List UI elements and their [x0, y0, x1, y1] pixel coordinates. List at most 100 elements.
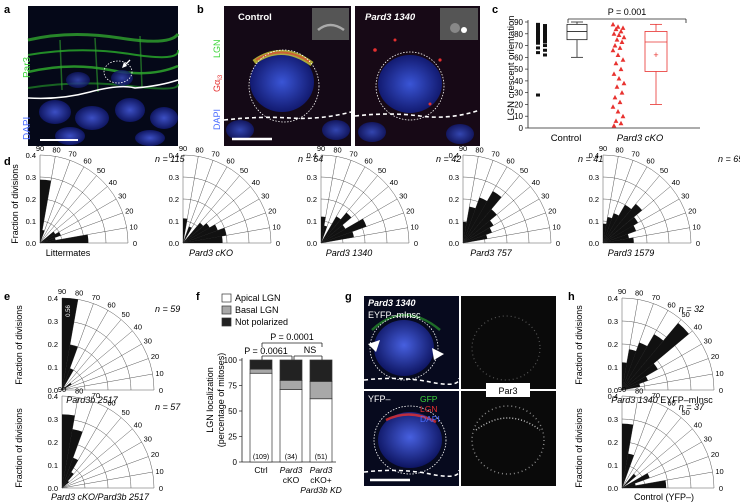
rose-angle: 80 [52, 145, 60, 154]
rose-rtick: 0.3 [307, 173, 317, 182]
rose-wedge [622, 473, 637, 488]
rose-angle: 70 [92, 391, 100, 400]
control-point [536, 93, 540, 97]
rose-rtick: 0.4 [169, 151, 179, 160]
rose-wedge [62, 368, 74, 390]
cko-point [616, 76, 622, 81]
panel-f-ptop: P = 0.0001 [270, 332, 314, 342]
y-tick-label: 60 [514, 53, 523, 62]
micrograph-g [363, 296, 556, 486]
control-point [543, 35, 547, 39]
y-tick-label: 30 [514, 89, 523, 98]
y-tick-label: 100 [224, 356, 238, 365]
rose-n-label: n = 65 [718, 154, 740, 164]
rose-rtick: 0.1 [169, 217, 179, 226]
panel-f-legend-np: Not polarized [235, 317, 288, 327]
rose-wedge [463, 191, 502, 243]
rose-spoke [182, 156, 199, 244]
rose-spoke [621, 428, 693, 489]
y-tick-label: 10 [514, 112, 523, 121]
rose-angle: 50 [121, 310, 129, 319]
panel-f-legend-apical: Apical LGN [235, 293, 281, 303]
rose-ring [462, 154, 552, 244]
rose-caption: Pard3b 2517 [66, 395, 119, 405]
panel-b-channel-labels: LGN Gαi3 DAPI [212, 39, 224, 130]
micrograph-b-control [223, 6, 352, 146]
rose-caption: Littermates [46, 248, 91, 258]
rose-angle: 90 [58, 385, 66, 394]
y-tick-label: 50 [228, 407, 237, 416]
rose-wedge [40, 179, 52, 243]
rose-angle: 70 [491, 150, 499, 159]
rose-wedge [183, 222, 204, 243]
rose-rtick: 0.4 [307, 151, 317, 160]
panel-h-ylabel-1: Fraction of divisions [574, 305, 584, 385]
rose-wedge [62, 472, 74, 488]
panel-f-ns: NS [304, 345, 317, 355]
rose-spoke [621, 401, 654, 489]
rose-angle: 30 [261, 192, 269, 201]
rose-overflow-value: 0.56 [66, 305, 72, 317]
rose-rtick: 0.4 [608, 392, 618, 401]
panel-b-control-title: Control [238, 12, 272, 23]
rose-angle: 40 [252, 178, 260, 187]
y-tick-label: 25 [228, 433, 237, 442]
rose-rtick: 0.3 [449, 173, 459, 182]
panel-letter-g: g [345, 291, 352, 303]
rose-wedge [622, 483, 636, 488]
y-tick-label: 80 [514, 30, 523, 39]
bar-apical [279, 389, 303, 463]
rose-wedge [603, 203, 643, 243]
rose-spoke [61, 417, 122, 489]
rose-wedge [40, 237, 56, 243]
panel-h-ylabel-2: Fraction of divisions [574, 408, 584, 488]
rose-angle: 70 [652, 391, 660, 400]
cko-point [614, 84, 620, 89]
rose-wedge [40, 234, 89, 243]
rose-angle: 10 [155, 369, 163, 378]
rose-angle: 50 [378, 166, 386, 175]
rose-angle: 10 [410, 223, 418, 232]
rose-ring [61, 395, 155, 489]
rose-ring [602, 176, 670, 244]
rose-rtick: 0.3 [48, 317, 58, 326]
rose-wedge [622, 383, 641, 390]
rose-wedge [40, 232, 61, 243]
rose-angle: 0 [696, 239, 700, 248]
cko-point [615, 109, 621, 114]
rose-angle: 40 [134, 322, 142, 331]
rose-rtick: 0.3 [589, 173, 599, 182]
rose-n-label: n = 42 [436, 154, 461, 164]
rose-caption: Pard3 1340 [326, 248, 373, 258]
panel-letter-d: d [4, 156, 11, 168]
rose-caption: Pard3 1340 EYFP–mInsc [611, 395, 713, 405]
rose-caption: Pard3 cKO [189, 248, 233, 258]
rose-spoke [61, 343, 142, 391]
rose-n-label: n = 37 [679, 402, 705, 412]
rose-wedge [321, 225, 328, 243]
cko-point [617, 99, 623, 105]
rose-angle: 70 [349, 150, 357, 159]
rose-wedge [183, 236, 223, 243]
rose-angle: 0 [719, 484, 723, 493]
rose-angle: 80 [75, 289, 83, 298]
cko-point [619, 39, 625, 45]
rose-angle: 70 [92, 293, 100, 302]
rose-spoke [61, 441, 142, 489]
rose-spoke [61, 456, 149, 489]
rose-rtick: 0.2 [608, 340, 618, 349]
rose-angle: 40 [532, 178, 540, 187]
y-tick-label: 0 [233, 458, 238, 467]
rose-wedge [603, 217, 613, 243]
rose-n-label: n = 32 [679, 304, 704, 314]
panel-c-axis: + [527, 20, 700, 129]
rose-wedge [321, 212, 352, 243]
rose-wedge [603, 233, 629, 243]
rose-ring [39, 154, 129, 244]
